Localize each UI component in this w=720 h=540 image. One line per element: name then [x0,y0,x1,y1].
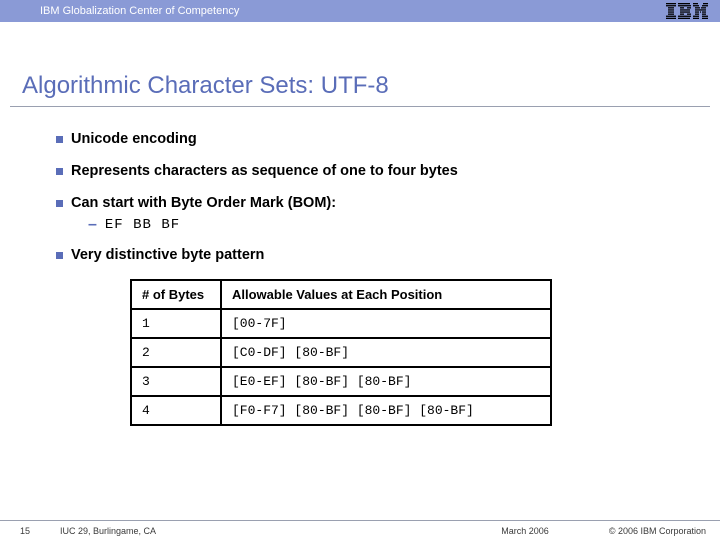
table-row: 1 [00-7F] [131,309,551,338]
bullet-item: Can start with Byte Order Mark (BOM): [56,195,720,211]
slide-footer: 15 IUC 29, Burlingame, CA March 2006 © 2… [0,520,720,540]
table-row: 3 [E0-EF] [80-BF] [80-BF] [131,367,551,396]
table-cell: 2 [131,338,221,367]
footer-date: March 2006 [501,526,609,536]
slide-title: Algorithmic Character Sets: UTF-8 [0,62,720,106]
sub-bullet-item: – EF BB BF [88,217,720,233]
table-cell: 3 [131,367,221,396]
byte-pattern-table: # of Bytes Allowable Values at Each Posi… [130,279,552,426]
header-bar: IBM Globalization Center of Competency [0,0,720,22]
sub-bullet-text: EF BB BF [105,217,180,233]
page-number: 15 [0,526,50,536]
title-rule [10,106,710,107]
square-bullet-icon [56,168,63,175]
table-cell: [00-7F] [221,309,551,338]
square-bullet-icon [56,252,63,259]
header-gap [0,22,720,62]
bullet-text: Very distinctive byte pattern [71,247,264,263]
table-header-row: # of Bytes Allowable Values at Each Posi… [131,280,551,309]
table-cell: 1 [131,309,221,338]
bullet-item: Very distinctive byte pattern [56,247,720,263]
bullet-text: Represents characters as sequence of one… [71,163,458,179]
footer-copyright: © 2006 IBM Corporation [609,526,720,536]
table-header: # of Bytes [131,280,221,309]
bullet-item: Unicode encoding [56,131,720,147]
ibm-logo [666,3,708,19]
bullet-text: Can start with Byte Order Mark (BOM): [71,195,336,211]
bullet-list: Unicode encoding Represents characters a… [0,131,720,263]
table-header: Allowable Values at Each Position [221,280,551,309]
bullet-item: Represents characters as sequence of one… [56,163,720,179]
header-title: IBM Globalization Center of Competency [40,5,239,17]
byte-pattern-table-wrap: # of Bytes Allowable Values at Each Posi… [130,279,720,426]
square-bullet-icon [56,136,63,143]
dash-bullet-icon: – [88,217,97,233]
square-bullet-icon [56,200,63,207]
table-cell: [C0-DF] [80-BF] [221,338,551,367]
table-cell: [F0-F7] [80-BF] [80-BF] [80-BF] [221,396,551,425]
table-row: 4 [F0-F7] [80-BF] [80-BF] [80-BF] [131,396,551,425]
table-cell: [E0-EF] [80-BF] [80-BF] [221,367,551,396]
bullet-text: Unicode encoding [71,131,197,147]
footer-location: IUC 29, Burlingame, CA [50,526,501,536]
table-row: 2 [C0-DF] [80-BF] [131,338,551,367]
table-cell: 4 [131,396,221,425]
